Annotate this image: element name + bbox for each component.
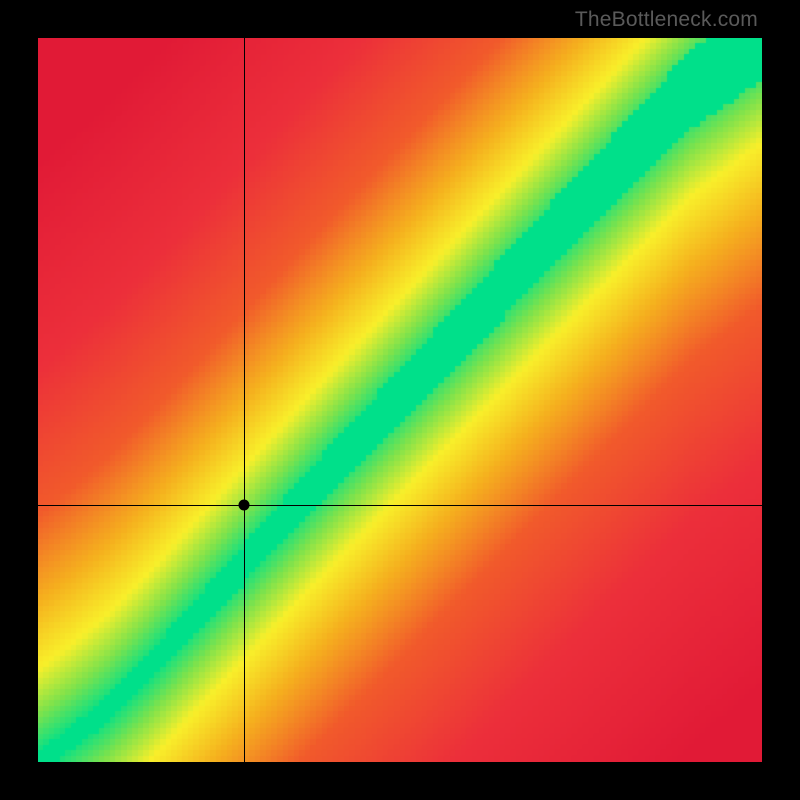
heatmap-plot <box>38 38 762 762</box>
watermark-text: TheBottleneck.com <box>575 8 758 32</box>
chart-frame: TheBottleneck.com <box>0 0 800 800</box>
heatmap-canvas <box>38 38 762 762</box>
